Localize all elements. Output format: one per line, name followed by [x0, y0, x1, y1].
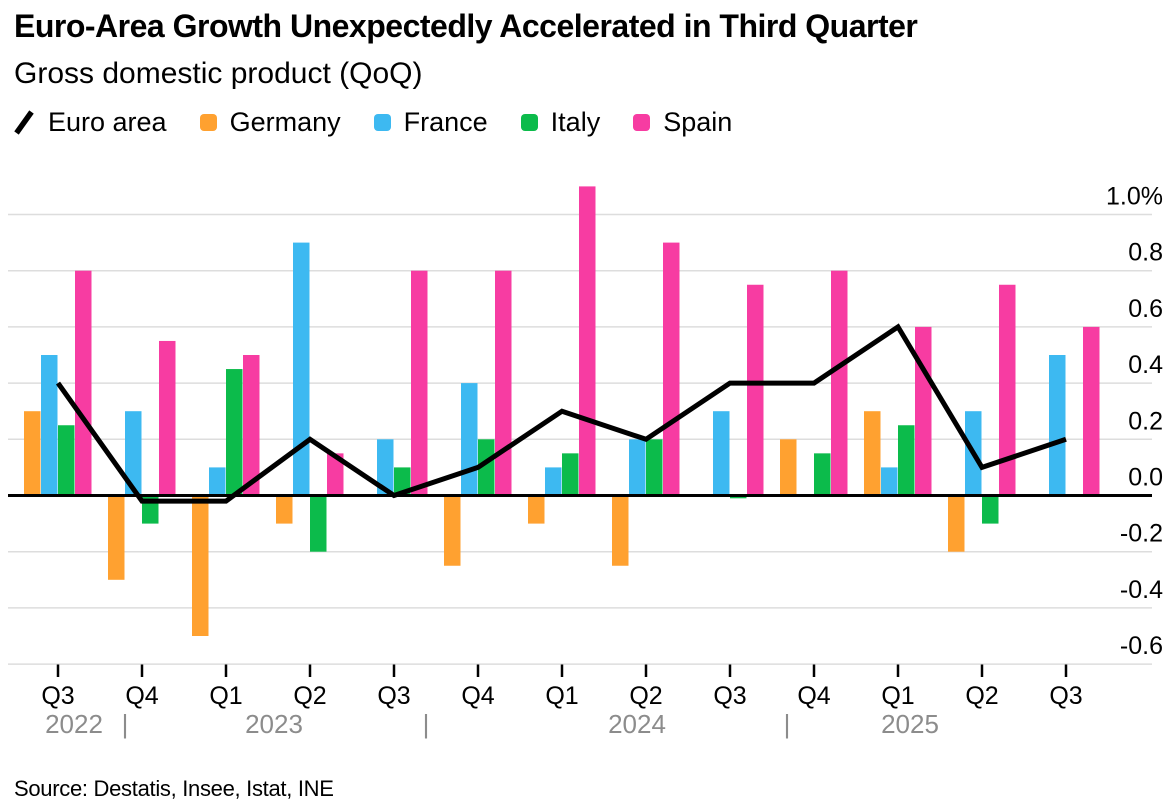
bar-france	[209, 467, 226, 496]
quarter-label: Q1	[881, 682, 914, 710]
bar-spain	[915, 326, 932, 496]
bar-france	[41, 355, 58, 496]
bar-spain	[999, 284, 1016, 496]
legend-label-spain: Spain	[663, 106, 733, 137]
bar-france	[293, 242, 310, 496]
bar-france	[881, 467, 898, 496]
bar-france	[461, 383, 478, 496]
bar-spain	[831, 270, 848, 496]
y-axis-label: 0.4	[1128, 351, 1163, 379]
bar-spain	[159, 340, 176, 496]
bar-germany	[192, 495, 209, 636]
chart-legend: Euro area Germany France Italy Spain	[13, 106, 732, 138]
bar-france	[545, 467, 562, 496]
year-label: 2025	[881, 709, 939, 739]
year-label: 2022	[45, 709, 103, 739]
bar-france	[629, 439, 646, 496]
legend-item-france: France	[373, 106, 488, 137]
bar-germany	[108, 495, 125, 580]
y-axis-label: -0.2	[1120, 520, 1163, 548]
bar-france	[377, 439, 394, 496]
euro-area-slash-icon	[14, 109, 34, 135]
y-axis-label: -0.6	[1120, 632, 1163, 660]
france-color-swatch-icon	[373, 113, 391, 131]
bar-italy	[58, 425, 75, 496]
germany-color-swatch-icon	[199, 113, 217, 131]
bar-spain	[75, 270, 92, 496]
legend-item-italy: Italy	[520, 106, 601, 137]
year-separator: |	[122, 709, 129, 739]
bar-italy	[814, 453, 831, 496]
bar-germany	[864, 411, 881, 496]
y-axis-label: 0.2	[1128, 407, 1163, 435]
year-separator: |	[784, 709, 791, 739]
bar-italy	[898, 425, 915, 496]
bar-germany	[24, 411, 41, 496]
quarter-label: Q2	[965, 682, 998, 710]
year-separator: |	[423, 709, 430, 739]
bar-france	[713, 411, 730, 496]
bar-italy	[310, 495, 327, 552]
spain-color-swatch-icon	[633, 113, 651, 131]
bar-germany	[528, 495, 545, 524]
quarter-label: Q3	[713, 682, 746, 710]
y-axis-label: 0.8	[1128, 239, 1163, 267]
bar-italy	[562, 453, 579, 496]
y-axis-label: -0.4	[1120, 576, 1163, 604]
bar-france	[125, 411, 142, 496]
bar-france	[1049, 355, 1066, 496]
bar-italy	[646, 439, 663, 496]
legend-label-france: France	[403, 106, 488, 137]
bar-germany	[276, 495, 293, 524]
quarter-label: Q3	[1049, 682, 1082, 710]
quarter-label: Q1	[209, 682, 242, 710]
quarter-label: Q4	[461, 682, 494, 710]
euro-area-line-marker-icon	[14, 109, 34, 135]
year-label: 2024	[608, 709, 666, 739]
chart-subtitle: Gross domestic product (QoQ)	[14, 57, 423, 90]
source-note: Source: Destatis, Insee, Istat, INE	[14, 776, 334, 801]
quarter-label: Q3	[41, 682, 74, 710]
y-axis-label: 0.0	[1128, 464, 1163, 492]
legend-item-euro-area: Euro area	[13, 106, 167, 137]
bar-spain	[243, 355, 260, 496]
legend-label-euro-area: Euro area	[48, 106, 167, 137]
euro-area-line	[55, 323, 1067, 504]
bar-spain	[411, 270, 428, 496]
legend-item-germany: Germany	[199, 106, 341, 137]
bar-germany	[780, 439, 797, 496]
quarter-label: Q4	[797, 682, 830, 710]
legend-label-germany: Germany	[229, 106, 341, 137]
y-axis-label: 1.0%	[1106, 183, 1163, 211]
legend-label-italy: Italy	[550, 106, 601, 137]
quarter-label: Q3	[377, 682, 410, 710]
bar-spain	[579, 186, 596, 496]
bar-germany	[948, 495, 965, 552]
bar-spain	[495, 270, 512, 496]
bar-spain	[747, 284, 764, 496]
quarter-label: Q2	[629, 682, 662, 710]
bar-germany	[612, 495, 629, 566]
quarter-label: Q2	[293, 682, 326, 710]
y-axis-label: 0.6	[1128, 295, 1163, 323]
bar-italy	[226, 369, 243, 496]
italy-color-swatch-icon	[520, 113, 538, 131]
bar-spain	[1083, 326, 1100, 496]
chart-title: Euro-Area Growth Unexpectedly Accelerate…	[14, 8, 918, 44]
bar-italy	[394, 467, 411, 496]
legend-item-spain: Spain	[633, 106, 733, 137]
bar-spain	[327, 453, 344, 496]
bar-germany	[444, 495, 461, 566]
bar-spain	[663, 242, 680, 496]
quarter-label: Q1	[545, 682, 578, 710]
bar-italy	[478, 439, 495, 496]
quarter-label: Q4	[125, 682, 158, 710]
bar-italy	[982, 495, 999, 524]
year-label: 2023	[245, 709, 303, 739]
